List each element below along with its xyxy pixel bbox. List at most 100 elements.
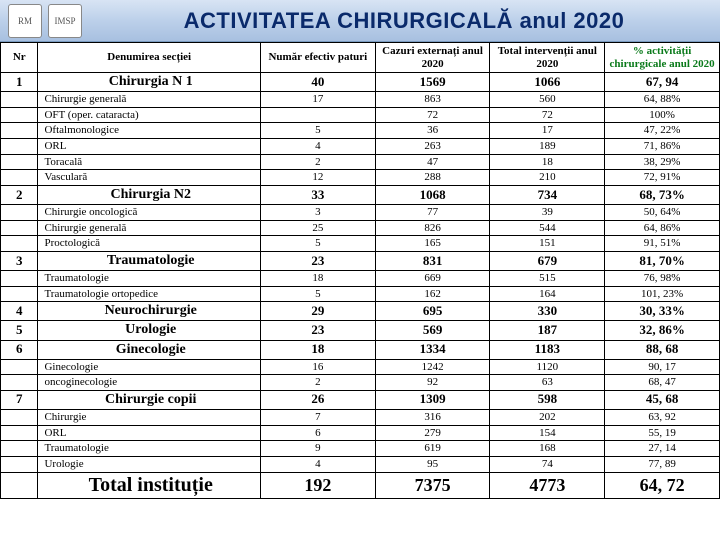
cell-value: 47, 22% bbox=[605, 123, 720, 139]
table-row: Total instituție1927375477364, 72 bbox=[1, 472, 720, 498]
cell-nr bbox=[1, 425, 38, 441]
cell-value: 17 bbox=[490, 123, 605, 139]
cell-value: 30, 33% bbox=[605, 302, 720, 321]
surgery-table: NrDenumirea secțieiNumăr efectiv paturiC… bbox=[0, 42, 720, 499]
cell-value: 18 bbox=[260, 271, 375, 287]
cell-name: Chirurgie generală bbox=[38, 92, 260, 108]
table-row: Toracală2471838, 29% bbox=[1, 154, 720, 170]
cell-name: Vasculară bbox=[38, 170, 260, 186]
header: RM IMSP ACTIVITATEA CHIRURGICALĂ anul 20… bbox=[0, 0, 720, 42]
table-row: Traumatologie961916827, 14 bbox=[1, 441, 720, 457]
cell-name: Proctologică bbox=[38, 236, 260, 252]
cell-value: 5 bbox=[260, 286, 375, 302]
cell-nr bbox=[1, 271, 38, 287]
cell-name: ORL bbox=[38, 425, 260, 441]
cell-value: 288 bbox=[375, 170, 490, 186]
column-header: Număr efectiv paturi bbox=[260, 43, 375, 73]
cell-name: Toracală bbox=[38, 154, 260, 170]
cell-value: 162 bbox=[375, 286, 490, 302]
table-row: Ginecologie161242112090, 17 bbox=[1, 359, 720, 375]
cell-value: 189 bbox=[490, 139, 605, 155]
cell-nr bbox=[1, 205, 38, 221]
cell-name: oncoginecologie bbox=[38, 375, 260, 391]
cell-value: 67, 94 bbox=[605, 73, 720, 92]
cell-value: 151 bbox=[490, 236, 605, 252]
cell-value: 669 bbox=[375, 271, 490, 287]
cell-name: Ginecologie bbox=[38, 340, 260, 359]
cell-value: 619 bbox=[375, 441, 490, 457]
cell-value: 33 bbox=[260, 185, 375, 204]
table-row: Chirurgie731620263, 92 bbox=[1, 409, 720, 425]
cell-value: 63 bbox=[490, 375, 605, 391]
cell-value: 826 bbox=[375, 220, 490, 236]
cell-value: 1569 bbox=[375, 73, 490, 92]
cell-value: 45, 68 bbox=[605, 390, 720, 409]
cell-value: 40 bbox=[260, 73, 375, 92]
cell-nr: 6 bbox=[1, 340, 38, 359]
cell-nr bbox=[1, 286, 38, 302]
cell-name: Traumatologie bbox=[38, 251, 260, 270]
cell-value: 12 bbox=[260, 170, 375, 186]
page-title: ACTIVITATEA CHIRURGICALĂ anul 2020 bbox=[88, 8, 720, 34]
cell-value: 26 bbox=[260, 390, 375, 409]
cell-value: 2 bbox=[260, 375, 375, 391]
cell-value: 17 bbox=[260, 92, 375, 108]
cell-value: 90, 17 bbox=[605, 359, 720, 375]
cell-value: 23 bbox=[260, 251, 375, 270]
cell-value: 1183 bbox=[490, 340, 605, 359]
cell-value: 7 bbox=[260, 409, 375, 425]
table-row: 1Chirurgia N 1401569106667, 94 bbox=[1, 73, 720, 92]
cell-nr bbox=[1, 92, 38, 108]
cell-value: 330 bbox=[490, 302, 605, 321]
cell-value: 165 bbox=[375, 236, 490, 252]
cell-value: 88, 68 bbox=[605, 340, 720, 359]
cell-name: Total instituție bbox=[38, 472, 260, 498]
cell-value: 4 bbox=[260, 139, 375, 155]
cell-value: 202 bbox=[490, 409, 605, 425]
cell-nr: 2 bbox=[1, 185, 38, 204]
table-row: Chirurgie oncologică3773950, 64% bbox=[1, 205, 720, 221]
cell-value: 210 bbox=[490, 170, 605, 186]
cell-value: 25 bbox=[260, 220, 375, 236]
cell-value: 18 bbox=[490, 154, 605, 170]
cell-value: 679 bbox=[490, 251, 605, 270]
cell-name: Chirurgia N 1 bbox=[38, 73, 260, 92]
column-header: Denumirea secției bbox=[38, 43, 260, 73]
table-body: 1Chirurgia N 1401569106667, 94Chirurgie … bbox=[1, 73, 720, 499]
cell-nr: 3 bbox=[1, 251, 38, 270]
cell-value: 263 bbox=[375, 139, 490, 155]
table-row: OFT (oper. cataracta)7272100% bbox=[1, 107, 720, 123]
cell-value: 36 bbox=[375, 123, 490, 139]
cell-value: 18 bbox=[260, 340, 375, 359]
cell-value: 1066 bbox=[490, 73, 605, 92]
cell-name: Chirurgie copii bbox=[38, 390, 260, 409]
logo-left: RM bbox=[8, 4, 42, 38]
cell-value: 77 bbox=[375, 205, 490, 221]
cell-value: 515 bbox=[490, 271, 605, 287]
cell-nr bbox=[1, 236, 38, 252]
cell-value: 569 bbox=[375, 321, 490, 340]
cell-nr bbox=[1, 441, 38, 457]
cell-value: 695 bbox=[375, 302, 490, 321]
cell-value bbox=[260, 107, 375, 123]
column-header: % activității chirurgicale anul 2020 bbox=[605, 43, 720, 73]
cell-nr: 4 bbox=[1, 302, 38, 321]
cell-value: 154 bbox=[490, 425, 605, 441]
table-row: ORL627915455, 19 bbox=[1, 425, 720, 441]
cell-value: 95 bbox=[375, 456, 490, 472]
table-row: Oftalmonologice5361747, 22% bbox=[1, 123, 720, 139]
cell-name: OFT (oper. cataracta) bbox=[38, 107, 260, 123]
cell-value: 1242 bbox=[375, 359, 490, 375]
cell-value: 3 bbox=[260, 205, 375, 221]
table-row: 2Chirurgia N233106873468, 73% bbox=[1, 185, 720, 204]
cell-value: 168 bbox=[490, 441, 605, 457]
cell-nr bbox=[1, 359, 38, 375]
cell-value: 39 bbox=[490, 205, 605, 221]
column-header: Total intervenții anul 2020 bbox=[490, 43, 605, 73]
cell-name: Chirurgie generală bbox=[38, 220, 260, 236]
cell-nr bbox=[1, 107, 38, 123]
cell-value: 55, 19 bbox=[605, 425, 720, 441]
cell-value: 1334 bbox=[375, 340, 490, 359]
cell-value: 72 bbox=[375, 107, 490, 123]
table-header: NrDenumirea secțieiNumăr efectiv paturiC… bbox=[1, 43, 720, 73]
